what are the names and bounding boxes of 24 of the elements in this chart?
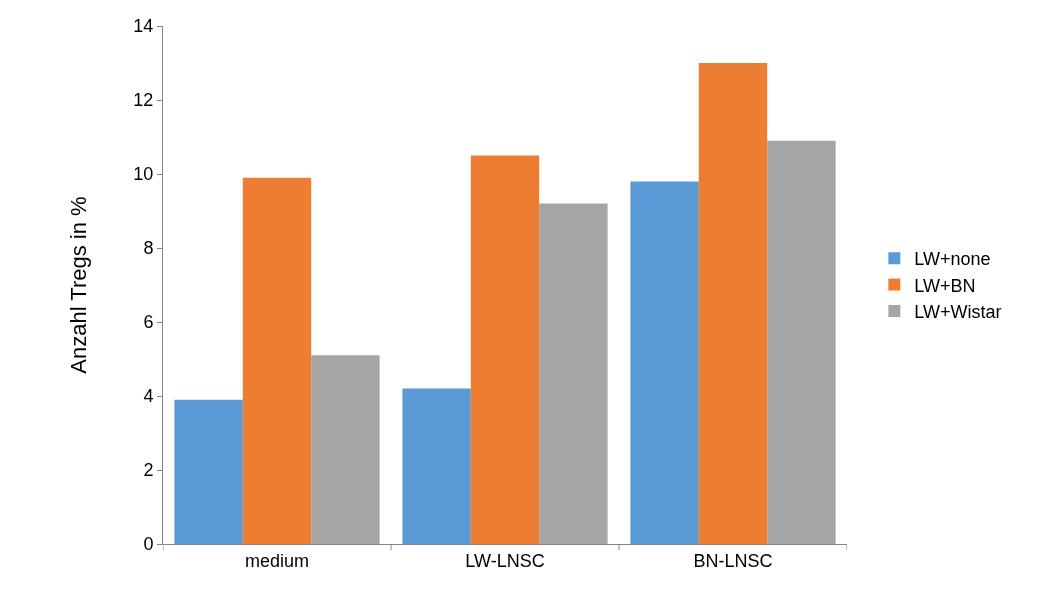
x-tick-label: LW-LNSC — [465, 550, 545, 571]
y-tick-label: 12 — [133, 90, 154, 111]
y-axis-title: Anzahl Tregs in % — [66, 196, 92, 374]
legend-label: LW+none — [914, 249, 991, 270]
bar — [539, 203, 608, 544]
bar — [630, 181, 699, 544]
y-tick-label: 8 — [143, 238, 154, 259]
bar — [698, 63, 768, 544]
x-tick-label: BN-LNSC — [693, 550, 773, 571]
bar — [767, 140, 836, 544]
bar — [174, 399, 243, 544]
bar — [242, 177, 312, 544]
bar — [402, 388, 471, 544]
x-tick-label: medium — [244, 550, 310, 571]
y-tick-label: 2 — [143, 460, 154, 481]
bar — [470, 155, 540, 544]
legend-label: LW+BN — [914, 275, 976, 296]
y-tick-label: 6 — [143, 312, 154, 333]
legend-label: LW+Wistar — [914, 302, 1002, 323]
y-tick-label: 10 — [133, 164, 154, 185]
y-tick-label: 0 — [143, 534, 154, 555]
bar — [311, 355, 380, 544]
y-tick-label: 4 — [143, 386, 154, 407]
y-tick-label: 14 — [133, 16, 154, 37]
